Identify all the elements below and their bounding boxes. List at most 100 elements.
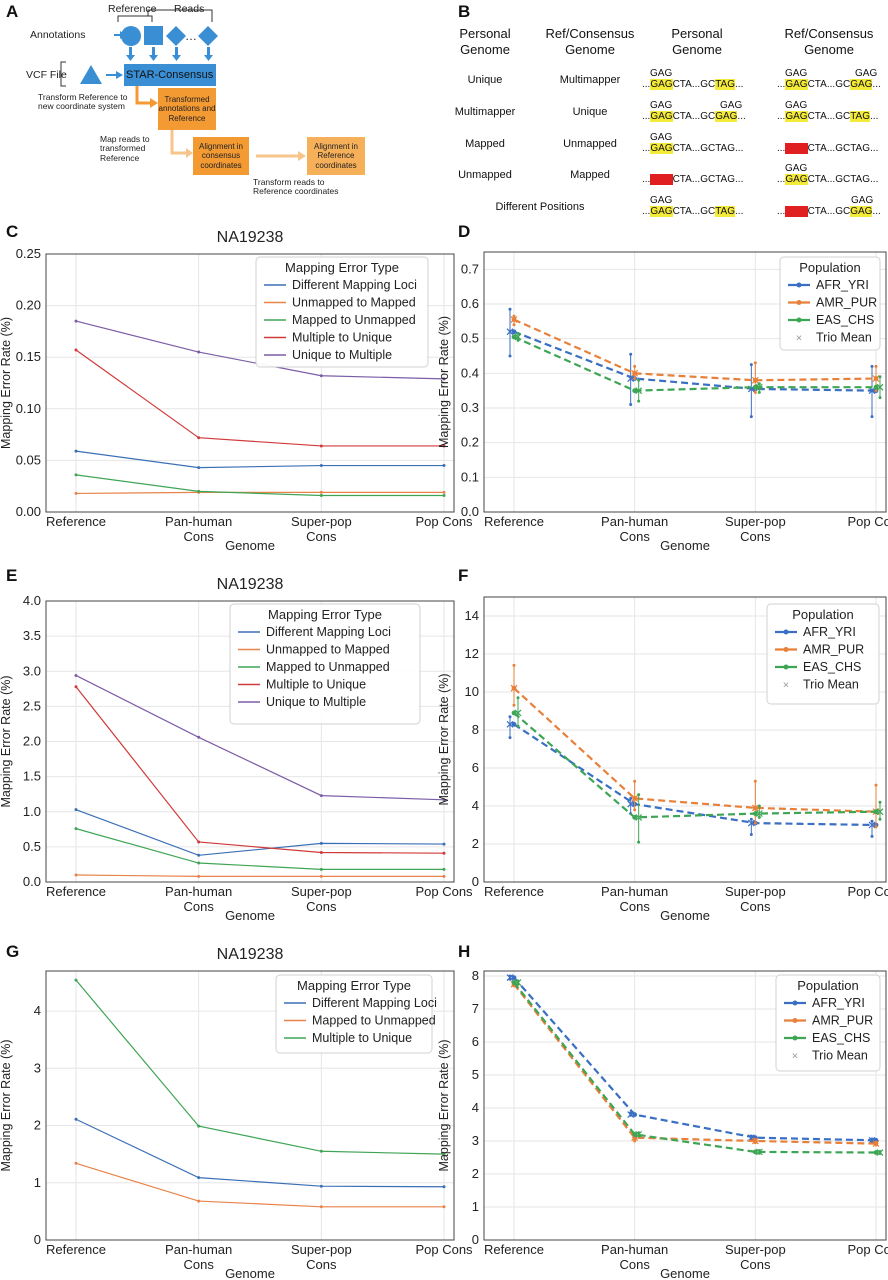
legend-marker xyxy=(783,629,789,635)
x-tick-label: Pop Cons xyxy=(415,884,473,899)
legend-box xyxy=(766,603,880,705)
plot-frame xyxy=(45,970,455,1241)
seq-ref-row5-top: GAG xyxy=(851,195,874,206)
series-line-unmapped-to-mapped xyxy=(75,491,444,495)
error-bar-cap xyxy=(508,736,512,740)
seq-ref-row1-top: GAG xyxy=(785,68,808,79)
data-point xyxy=(319,1149,323,1153)
legend-entry: Different Mapping Loci xyxy=(312,996,437,1010)
error-bar-cap xyxy=(637,378,641,382)
chart-panel-d: 0.0 0.1 0.2 0.3 0.4 0.5 0.6 0.7 Reference Pan-hum… xyxy=(437,251,888,553)
y-tick-label: 1.5 xyxy=(23,769,41,784)
legend-box xyxy=(275,974,433,1054)
legend-entry: AMR_PUR xyxy=(812,1014,873,1028)
data-point xyxy=(511,975,517,981)
reference-label: Reference xyxy=(108,3,157,15)
legend-trio-marker: × xyxy=(796,333,802,345)
consensus-box-label: Alignment in consensus coordinates xyxy=(198,142,244,170)
data-point xyxy=(319,1205,323,1209)
row1-ref: Multimapper xyxy=(559,74,621,86)
series-line-eas-chs xyxy=(513,335,876,392)
annotation-square-icon xyxy=(144,26,163,45)
reads-bracket xyxy=(147,9,213,22)
error-bar-cap xyxy=(753,390,757,394)
legend-trio-marker: × xyxy=(783,680,789,692)
legend-entry: AFR_YRI xyxy=(816,278,869,292)
y-tick-label: 0 xyxy=(472,1232,479,1247)
x-tick-label: Pan-human xyxy=(601,1242,668,1257)
trio-mean-marker xyxy=(510,684,518,692)
seq-ref-row1: ...GAGCTA...GCGAG... xyxy=(777,79,881,90)
y-tick-label: 3 xyxy=(472,1133,479,1148)
trio-mean-marker xyxy=(876,808,884,816)
data-point xyxy=(74,808,78,812)
panel-label-e: E xyxy=(6,566,18,585)
read-diamond-icon xyxy=(166,26,186,46)
seq-personal-row3-top: GAG xyxy=(650,132,673,143)
legend-title: Population xyxy=(797,978,858,993)
data-point xyxy=(632,1131,638,1137)
error-bar-cap xyxy=(629,796,633,800)
series-line-unmapped-to-mapped xyxy=(75,874,444,877)
x-tick-label: Pop Cons xyxy=(847,1242,888,1257)
y-tick-label: 1 xyxy=(34,1175,41,1190)
data-point xyxy=(442,867,446,871)
y-tick-label: 0.2 xyxy=(461,435,479,450)
annotations-label: Annotations xyxy=(30,29,86,41)
panel-label-c: C xyxy=(6,222,19,241)
legend-title: Mapping Error Type xyxy=(297,978,411,993)
trio-mean-marker xyxy=(627,375,635,382)
data-point xyxy=(873,809,879,815)
x-tick-label: Pan-human xyxy=(165,884,232,899)
legend-marker xyxy=(783,647,789,652)
data-point xyxy=(442,874,446,878)
data-point xyxy=(511,334,517,340)
y-axis-label: Mapping Error Rate (%) xyxy=(0,1040,13,1172)
y-tick-label: 4 xyxy=(472,1100,479,1115)
trio-mean-marker xyxy=(631,369,639,377)
series-line-eas-chs xyxy=(513,712,877,819)
x-tick-label: Super-pop xyxy=(725,1242,786,1257)
legend-marker xyxy=(792,1018,798,1023)
data-point xyxy=(442,851,446,855)
error-bar-cap xyxy=(512,323,516,327)
series-line-amr-pur xyxy=(513,318,877,382)
star-consensus-box xyxy=(124,64,216,86)
header-personal-genome: Personal Genome xyxy=(459,26,511,58)
workflow-shapes xyxy=(60,9,365,175)
x-axis-label: Genome xyxy=(660,908,710,923)
x-tick-label: Cons xyxy=(619,1257,650,1272)
reference-bracket xyxy=(117,15,153,22)
y-axis-label: Mapping Error Rate (%) xyxy=(437,316,451,448)
x-tick-label: Pan-human xyxy=(601,514,668,529)
y-tick-label: 4 xyxy=(472,798,479,813)
data-point xyxy=(197,1176,201,1180)
x-tick-label: Cons xyxy=(306,529,337,544)
x-tick-label: Reference xyxy=(484,1242,544,1257)
series-line-mapped-to-unmapped xyxy=(75,1162,444,1208)
ellipsis-label: … xyxy=(185,29,197,43)
legend-entry: Unmapped to Mapped xyxy=(266,643,390,657)
x-tick-label: Pan-human xyxy=(165,1242,232,1257)
legend-entry: Mapped to Unmapped xyxy=(292,313,416,327)
series-line-afr-yri xyxy=(513,976,877,1142)
y-tick-label: 10 xyxy=(465,684,479,699)
error-bar-cap xyxy=(633,779,637,783)
y-tick-label: 14 xyxy=(465,608,479,623)
data-point xyxy=(319,1184,323,1188)
data-point xyxy=(197,466,201,470)
legend-marker xyxy=(796,282,802,288)
legend-entry: Multiple to Unique xyxy=(312,1031,412,1045)
trio-mean-marker xyxy=(868,387,876,395)
legend-entry-trio-mean: Trio Mean xyxy=(816,331,872,345)
seq-personal-row5: ...GAGCTA...GCTAG... xyxy=(642,206,744,217)
error-bar-cap xyxy=(629,403,633,407)
consensus-alignment-box xyxy=(193,137,249,175)
error-bar-cap xyxy=(749,363,753,367)
x-tick-label: Cons xyxy=(183,529,214,544)
x-axis-label: Genome xyxy=(660,1266,710,1280)
x-tick-label: Pop Cons xyxy=(847,514,888,529)
y-tick-label: 2 xyxy=(472,836,479,851)
legend-entry-trio-mean: Trio Mean xyxy=(812,1049,868,1063)
